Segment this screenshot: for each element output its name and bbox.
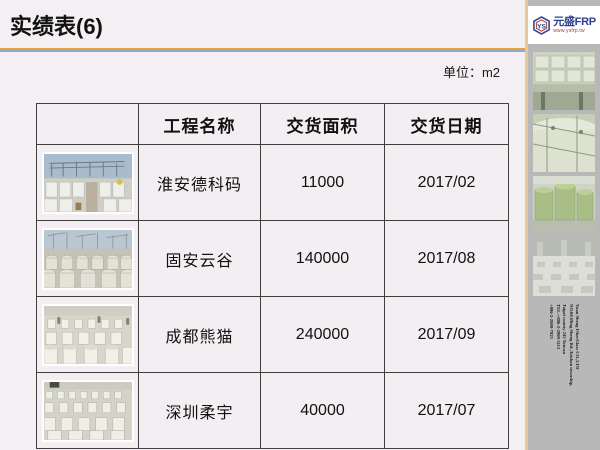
cell-project-name: 成都熊猫 <box>138 296 261 373</box>
cell-delivery-date: 2017/09 <box>384 296 509 373</box>
sidebar-photo <box>533 238 595 296</box>
logo-url: www.ysfrp.tw <box>553 27 585 34</box>
right-sidebar: YS 元盛FRP www.ysfrp.tw <box>525 0 600 450</box>
project-thumbnail-image <box>41 151 134 214</box>
records-table: 工程名称 交货面积 交货日期 <box>36 103 509 449</box>
unit-note: 单位：m2 <box>442 65 500 80</box>
column-header-project-name: 工程名称 <box>138 103 261 145</box>
table-header-row: 工程名称 交货面积 交货日期 <box>36 103 509 145</box>
cell-project-name: 固安云谷 <box>138 220 261 297</box>
row-thumbnail-cell <box>36 372 139 449</box>
cell-delivery-area: 140000 <box>260 220 385 297</box>
cell-delivery-area: 11000 <box>260 144 385 221</box>
cell-delivery-area: 240000 <box>260 296 385 373</box>
cell-project-name: 淮安德科码 <box>138 144 261 221</box>
column-header-delivery-date: 交货日期 <box>384 103 509 145</box>
cell-delivery-date: 2017/07 <box>384 372 509 449</box>
divider-orange-line <box>0 48 528 50</box>
company-logo: YS 元盛FRP www.ysfrp.tw <box>528 6 600 44</box>
table-row: 成都熊猫 240000 2017/09 <box>36 296 509 373</box>
records-table-wrapper: 工程名称 交货面积 交货日期 <box>36 103 509 449</box>
cell-project-name: 深圳柔宇 <box>138 372 261 449</box>
sidebar-photo-strip <box>533 52 595 300</box>
project-thumbnail-image <box>41 303 134 366</box>
page-title: 实绩表(6) <box>10 14 103 39</box>
sidebar-photo <box>533 52 595 110</box>
table-row: 深圳柔宇 40000 2017/07 <box>36 372 509 449</box>
column-header-delivery-area: 交货面积 <box>260 103 385 145</box>
logo-name: 元盛FRP <box>553 15 596 28</box>
sidebar-photo <box>533 114 595 172</box>
table-row: 淮安德科码 11000 2017/02 <box>36 144 509 221</box>
project-thumbnail-image <box>41 379 134 442</box>
svg-text:YS: YS <box>537 23 546 30</box>
row-thumbnail-cell <box>36 296 139 373</box>
address-line: TEL:+886-2-2909-3113 <box>555 304 561 350</box>
cell-delivery-date: 2017/08 <box>384 220 509 297</box>
divider-blue-line <box>0 50 528 52</box>
project-thumbnail-image <box>41 227 134 290</box>
table-row: 固安云谷 140000 2017/08 <box>36 220 509 297</box>
column-header-thumbnail <box>36 103 139 145</box>
row-thumbnail-cell <box>36 220 139 297</box>
cell-delivery-date: 2017/02 <box>384 144 509 221</box>
cell-delivery-area: 40000 <box>260 372 385 449</box>
title-divider <box>0 48 528 53</box>
address-line: +886-2-2909-7923 <box>549 304 555 339</box>
company-address-block: Yuan Sheng FiberGlass CO.,LTD NO.68,Ming… <box>528 288 600 408</box>
address-line: NO.68,Ming Sheng Rd.,Taishan township, <box>568 304 574 387</box>
address-line: Yuan Sheng FiberGlass CO.,LTD <box>575 304 581 370</box>
ys-hexagon-icon: YS <box>533 15 551 35</box>
address-line: Taipei county 243 Taiwan <box>562 304 568 355</box>
row-thumbnail-cell <box>36 144 139 221</box>
sidebar-photo <box>533 176 595 234</box>
